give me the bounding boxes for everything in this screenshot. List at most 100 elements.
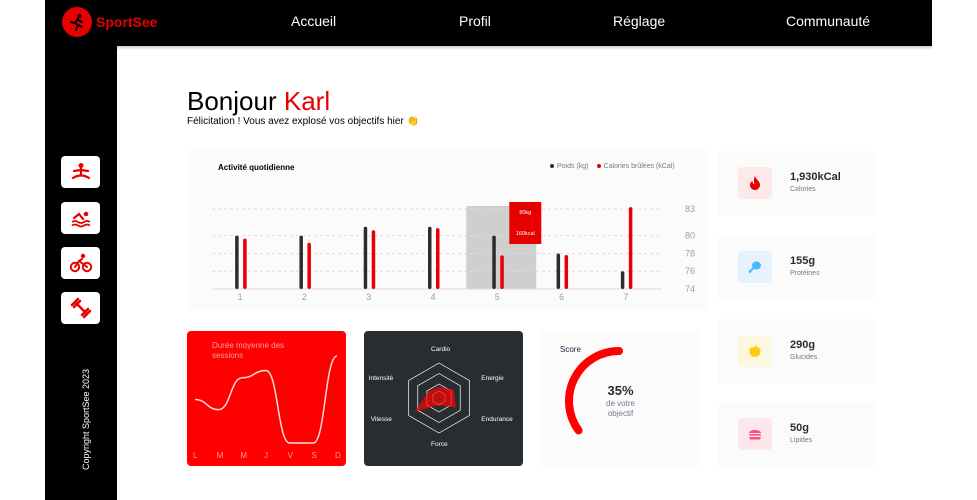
- sessions-chart-title: Durée moyenne des sessions: [212, 341, 285, 360]
- radar-values: [414, 386, 456, 412]
- sessions-day-label: S: [311, 451, 317, 460]
- bar-calories: [307, 242, 311, 289]
- x-tick-label: 4: [430, 292, 435, 302]
- fire-icon: [750, 176, 760, 190]
- legend-calories-label: Calories brûlées (kCal): [603, 163, 675, 170]
- activity-chart-svg: 83 80 78 76 74 1 2 3 4 5 6 7 80kg 160kcal: [212, 202, 695, 302]
- tooltip-box: [509, 202, 542, 244]
- bar-weight: [620, 271, 625, 289]
- kpi-label: Glucides: [790, 354, 818, 361]
- sidebar-item-yoga[interactable]: [61, 156, 100, 188]
- cycling-icon: [69, 253, 92, 273]
- y-tick-label: 76: [685, 266, 695, 276]
- kpi-card-lipids: 50g Lipides: [718, 402, 875, 467]
- radar-axis-label: Vitesse: [370, 415, 392, 423]
- tooltip-calories: 160kcal: [516, 231, 535, 237]
- legend-weight-label: Poids (kg): [557, 163, 589, 170]
- score-chart: Score 35% de votre objectif: [541, 331, 700, 466]
- score-arc: [565, 347, 623, 435]
- bar-calories: [371, 230, 376, 289]
- nav-communaute[interactable]: Communauté: [786, 13, 871, 29]
- activity-chart-title: Activité quotidienne: [218, 163, 295, 172]
- swimming-icon: [71, 211, 90, 228]
- bar-weight: [492, 235, 496, 289]
- kpi-value: 1,930kCal: [790, 171, 841, 183]
- score-chart-svg: [565, 347, 623, 435]
- dumbbell-icon: [70, 297, 91, 319]
- radar-grid: [408, 362, 470, 434]
- sessions-chart-svg: [194, 355, 338, 444]
- logo[interactable]: SportSee: [62, 7, 157, 37]
- legend-calories: Calories brûlées (kCal): [596, 163, 675, 170]
- kpi-card-calories: 1,930kCal Calories: [718, 151, 875, 216]
- score-title: Score: [560, 345, 581, 354]
- apple-icon: [749, 344, 761, 357]
- kpi-label: Lipides: [790, 437, 813, 444]
- score-subtitle-line-1: de votre: [606, 399, 635, 408]
- burger-icon: [749, 430, 761, 440]
- sidebar-item-cycling[interactable]: [61, 247, 100, 279]
- sessions-day-label: J: [264, 451, 268, 460]
- kpi-value: 50g: [790, 422, 809, 434]
- legend-calories-dot: [596, 164, 601, 169]
- radar-axis-label: Cardio: [431, 346, 451, 353]
- bar-weight: [299, 235, 303, 289]
- bar-calories: [500, 255, 504, 289]
- page-title: Bonjour Karl: [187, 86, 330, 117]
- bar-calories: [628, 207, 633, 289]
- bar-weight: [428, 226, 432, 289]
- nav-profil[interactable]: Profil: [459, 13, 491, 29]
- nav-accueil[interactable]: Accueil: [291, 13, 337, 29]
- navbar-shadow: [45, 46, 932, 50]
- bar-calories: [436, 228, 440, 289]
- bar-calories: [564, 254, 569, 289]
- sessions-day-label: L: [193, 451, 198, 460]
- sessions-chart: Durée moyenne des sessions L M M J V S D: [187, 331, 346, 466]
- kpi-label: Calories: [790, 186, 816, 193]
- kpi-value: 290g: [790, 339, 816, 351]
- x-tick-label: 6: [559, 292, 564, 302]
- y-tick-label: 83: [685, 204, 695, 214]
- bar-calories: [243, 238, 247, 289]
- radar-chart-svg: [408, 362, 470, 434]
- radar-chart: Cardio Energie Endurance Force Vitesse Intens…: [364, 331, 523, 466]
- sessions-day-label: V: [287, 451, 293, 460]
- bar-weight: [235, 235, 239, 289]
- sessions-line: [194, 355, 338, 444]
- y-tick-label: 78: [685, 248, 695, 258]
- yoga-icon: [71, 163, 90, 180]
- kpi-icon-box: [738, 251, 772, 283]
- radar-axis-label: Intensité: [368, 374, 394, 382]
- score-subtitle-line-2: objectif: [607, 409, 634, 418]
- radar-axis-label: Endurance: [481, 415, 513, 423]
- nav-reglage[interactable]: Réglage: [613, 13, 666, 29]
- x-tick-label: 1: [238, 292, 243, 302]
- brand-name: SportSee: [96, 14, 158, 30]
- y-tick-label: 80: [685, 231, 695, 241]
- sidebar-item-swimming[interactable]: [61, 202, 100, 234]
- y-tick-label: 74: [685, 284, 695, 294]
- x-tick-label: 7: [623, 292, 628, 302]
- kpi-icon-box: [738, 335, 772, 367]
- kpi-icon-box: [738, 167, 772, 199]
- copyright: Copyright SportSee 2023: [81, 368, 91, 470]
- x-tick-label: 5: [495, 292, 500, 302]
- greeting-message: Félicitation ! Vous avez explosé vos obj…: [187, 116, 420, 127]
- sidebar: Copyright SportSee 2023: [45, 46, 117, 500]
- kpi-value: 155g: [790, 255, 816, 267]
- sidebar-item-dumbbell[interactable]: [61, 292, 100, 324]
- sessions-day-label: M: [240, 451, 247, 460]
- kpi-label: Protéines: [790, 270, 820, 277]
- radar-axis-label: Energie: [481, 374, 504, 382]
- radar-axis-label: Force: [431, 441, 448, 448]
- top-navbar: SportSee Accueil Profil Réglage Communau…: [45, 0, 932, 46]
- legend-weight-dot: [550, 164, 554, 169]
- x-tick-label: 2: [302, 292, 307, 302]
- activity-chart: 83 80 78 76 74 1 2 3 4 5 6 7 80kg 160kcal Activité qu…: [187, 150, 707, 310]
- bar-weight: [556, 253, 561, 289]
- activity-legend: Poids (kg) Calories brûlées (kCal): [550, 163, 675, 170]
- radar-grid: [417, 373, 461, 423]
- tooltip-weight: 80kg: [519, 210, 531, 216]
- score-subtitle: de votre objectif: [541, 399, 700, 419]
